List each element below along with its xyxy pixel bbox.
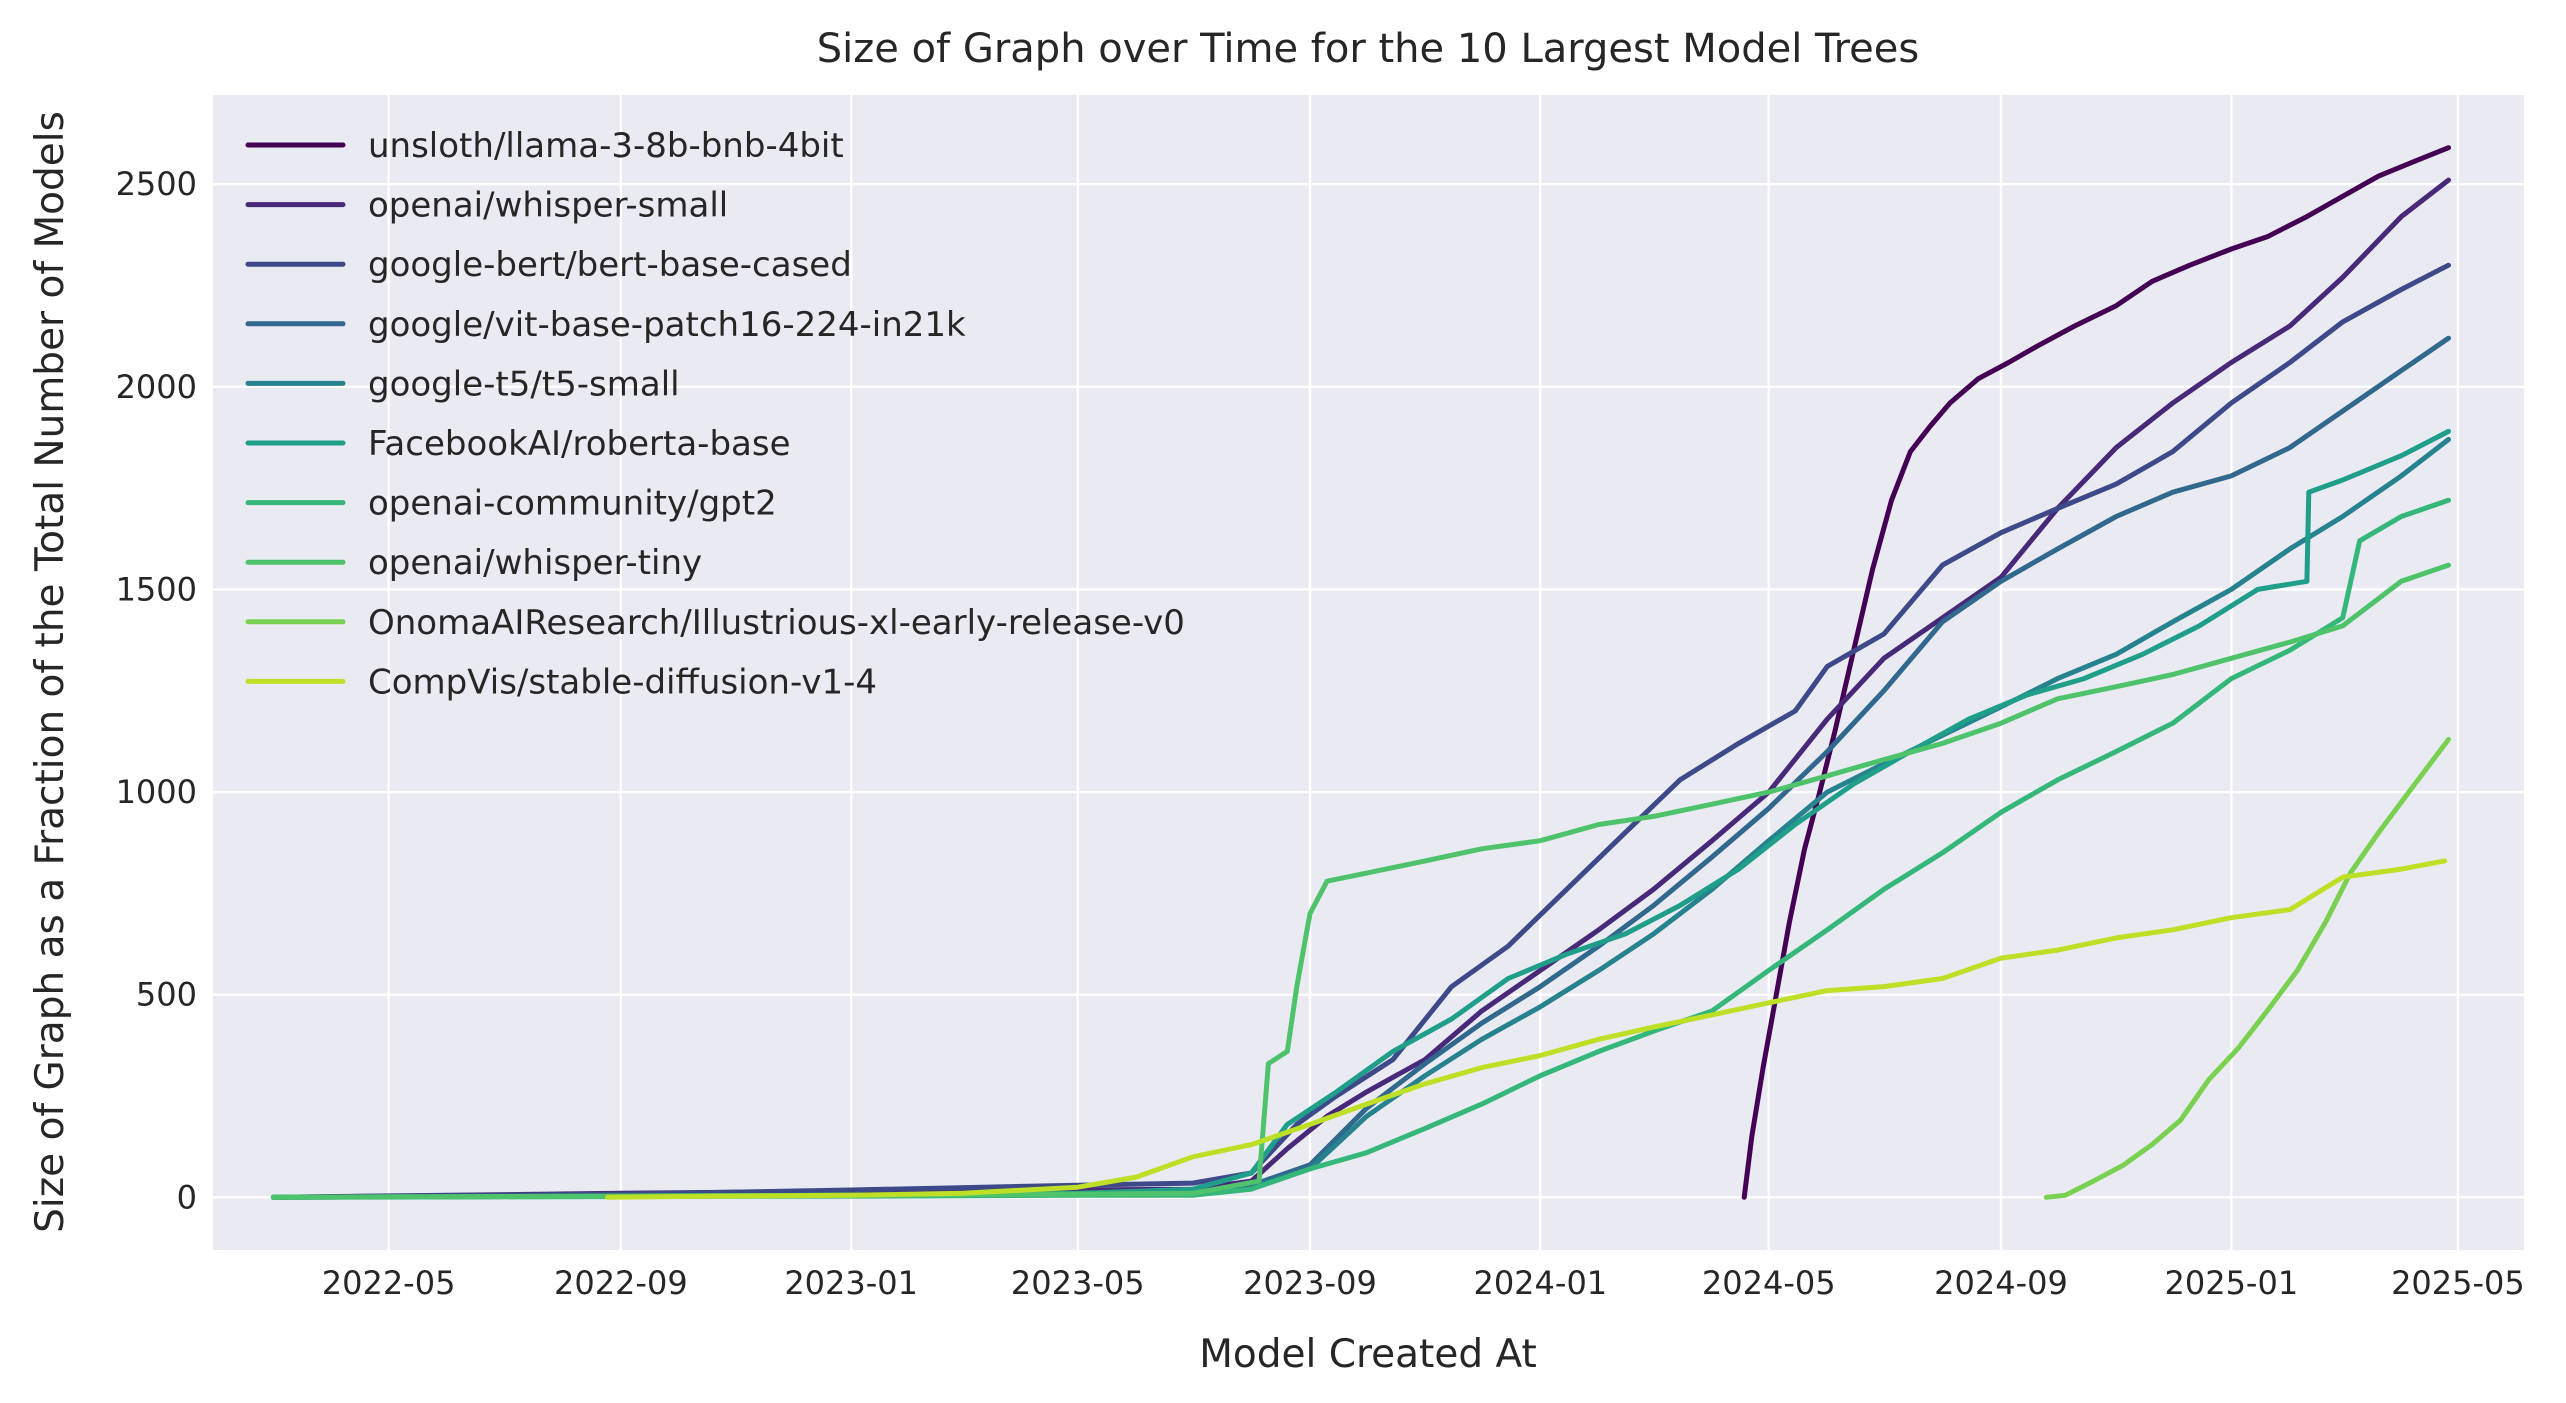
series-line-3	[270, 262, 2451, 1200]
x-tick-label: 2022-05	[322, 1264, 456, 1302]
legend-entry-label: CompVis/stable-diffusion-v1-4	[368, 662, 877, 702]
x-tick-label: 2024-01	[1473, 1264, 1607, 1302]
grid-layer	[213, 95, 2524, 1250]
y-axis-label: Size of Graph as a Fraction of the Total…	[28, 111, 73, 1233]
legend-entry-label: unsloth/llama-3-8b-bnb-4bit	[368, 126, 844, 166]
legend-entry-label: openai/whisper-tiny	[368, 543, 702, 583]
x-tick-label: 2022-09	[554, 1264, 688, 1302]
y-tick-label: 0	[177, 1178, 197, 1216]
series-layer	[270, 145, 2451, 1200]
legend-entry-label: google-t5/t5-small	[368, 364, 680, 404]
y-tick-label: 2000	[116, 368, 197, 406]
legend-entry-label: google-bert/bert-base-cased	[368, 245, 852, 285]
x-tick-label: 2023-05	[1011, 1264, 1145, 1302]
legend-entry-label: google/vit-base-patch16-224-in21k	[368, 305, 966, 345]
chart-title: Size of Graph over Time for the 10 Large…	[817, 26, 1919, 72]
x-axis-label: Model Created At	[1199, 1332, 1537, 1377]
legend-entry-label: openai/whisper-small	[368, 186, 728, 226]
series-line-1	[1741, 145, 2451, 1200]
series-line-6	[270, 428, 2451, 1200]
legend-entry-label: OnomaAIResearch/Illustrious-xl-early-rel…	[368, 603, 1185, 643]
x-tick-label: 2023-09	[1243, 1264, 1377, 1302]
y-tick-label: 1500	[116, 570, 197, 608]
x-tick-label: 2024-05	[1702, 1264, 1836, 1302]
x-tick-label: 2023-01	[784, 1264, 918, 1302]
legend-entry-label: openai-community/gpt2	[368, 484, 777, 524]
y-tick-label: 2500	[116, 165, 197, 203]
tick-layer: 2022-05 2022-09 2023-01 2023-05 2023-09 2024-…	[116, 165, 2525, 1302]
legend: unsloth/llama-3-8b-bnb-4bit openai/whispe…	[245, 126, 1185, 702]
legend-entry-label: FacebookAI/roberta-base	[368, 424, 791, 464]
series-line-8	[270, 562, 2451, 1200]
y-tick-label: 500	[136, 976, 197, 1014]
series-line-10	[605, 858, 2448, 1200]
x-tick-label: 2024-09	[1934, 1264, 2068, 1302]
series-line-7	[270, 497, 2451, 1200]
x-tick-label: 2025-05	[2391, 1264, 2525, 1302]
series-line-9	[2043, 736, 2451, 1200]
series-line-2	[270, 177, 2451, 1200]
x-tick-label: 2025-01	[2164, 1264, 2298, 1302]
y-tick-label: 1000	[116, 773, 197, 811]
